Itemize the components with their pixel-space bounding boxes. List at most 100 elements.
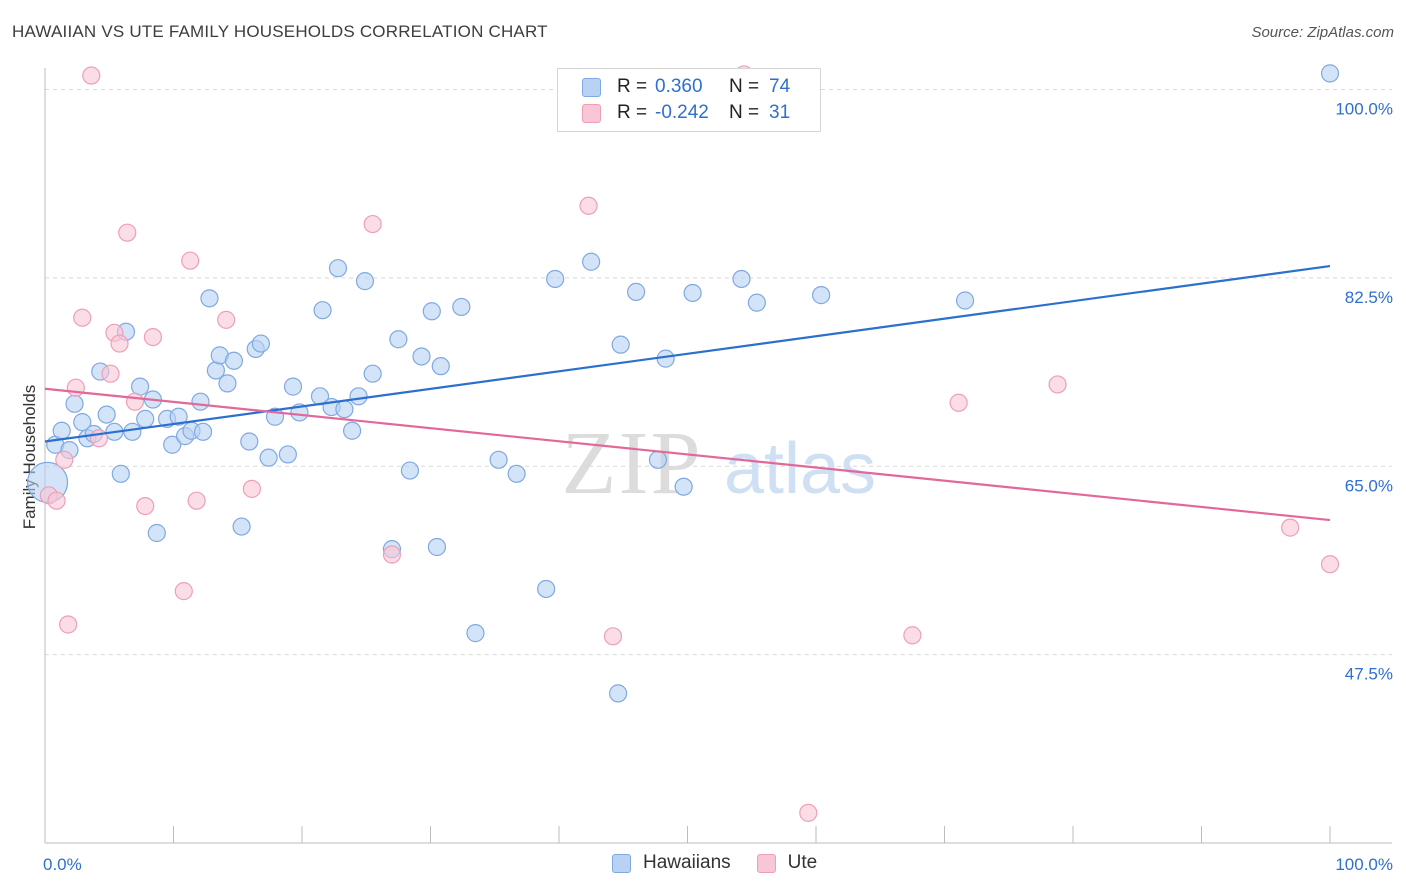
hawaiians-point <box>73 413 92 432</box>
hawaiians-point <box>328 259 348 278</box>
hawaiians-point <box>507 464 526 483</box>
hawaiians-point <box>674 477 693 496</box>
ute-point <box>136 496 155 516</box>
hawaiians-point <box>412 347 431 366</box>
hawaiians-point <box>136 409 155 429</box>
hawaiians-point <box>251 334 270 353</box>
ute-point <box>382 545 402 564</box>
hawaiians-point <box>169 407 188 426</box>
n-label: N = <box>729 102 760 123</box>
correlation-legend: R = 0.360 N = 74 R = -0.242 N = 31 <box>557 68 821 132</box>
hawaiians-point <box>537 579 556 599</box>
chart-title: HAWAIIAN VS UTE FAMILY HOUSEHOLDS CORREL… <box>12 22 548 41</box>
hawaiians-point <box>609 684 628 703</box>
ute-point <box>949 393 968 412</box>
hawaiians-point <box>97 405 116 424</box>
hawaiians-legend-swatch <box>612 853 631 873</box>
hawaiians-point <box>52 421 71 440</box>
hawaiians-point <box>191 392 210 411</box>
hawaiians-point <box>123 422 142 441</box>
hawaiians-point <box>389 330 408 349</box>
hawaiians-point <box>349 387 368 406</box>
hawaiians-point <box>111 464 130 483</box>
watermark-atlas: atlas <box>724 429 876 509</box>
ute-point <box>47 491 66 510</box>
ute-point <box>579 196 598 215</box>
hawaiians-point <box>431 357 450 376</box>
hawaiians-swatch <box>582 77 601 97</box>
ute-point <box>799 803 818 822</box>
legend-item-ute[interactable]: Ute <box>756 852 818 874</box>
ute-point <box>125 392 145 411</box>
x-tick-label-min: 0.0% <box>43 855 82 874</box>
ute-point <box>1320 555 1340 574</box>
n-value-hawaiians: 74 <box>769 76 791 97</box>
hawaiians-point <box>218 374 237 393</box>
hawaiians-point <box>955 291 975 310</box>
hawaiians-point <box>335 400 354 419</box>
watermark-zip: ZIP <box>562 414 703 513</box>
y-tick-label: 65.0% <box>1345 476 1393 495</box>
ute-point <box>73 308 92 327</box>
hawaiians-point <box>1320 64 1340 83</box>
hawaiians-point <box>278 445 297 464</box>
r-value-ute: -0.242 <box>655 102 709 123</box>
r-label: R = <box>617 102 648 123</box>
ute-point <box>242 479 261 498</box>
hawaiians-point <box>240 432 259 451</box>
hawaiians-point <box>683 283 702 303</box>
hawaiians-point <box>163 435 182 454</box>
r-value-hawaiians: 0.360 <box>655 76 703 97</box>
ute-point <box>55 450 74 469</box>
ute-point <box>181 251 200 270</box>
hawaiians-point <box>130 377 150 396</box>
legend-item-hawaiians[interactable]: Hawaiians <box>612 852 731 874</box>
hawaiians-point <box>232 517 251 536</box>
hawaiians-point <box>489 450 508 469</box>
hawaiians-point <box>355 272 375 291</box>
hawaiians-point <box>732 269 751 289</box>
legend-label-ute: Ute <box>787 852 818 873</box>
hawaiians-point <box>193 422 213 441</box>
hawaiians-point <box>452 297 471 317</box>
hawaiians-point <box>363 364 382 383</box>
y-tick-label: 82.5% <box>1345 288 1393 307</box>
hawaiians-point <box>283 377 303 396</box>
ute-point <box>118 223 137 242</box>
ute-point <box>217 310 236 329</box>
hawaiians-point <box>626 282 646 301</box>
hawaiians-trend-line <box>44 264 1331 443</box>
n-value-ute: 31 <box>769 102 791 123</box>
ute-swatch <box>582 103 601 123</box>
series-legend: Hawaiians Ute <box>612 852 843 874</box>
hawaiians-point <box>812 286 831 305</box>
ute-point <box>174 582 193 601</box>
hawaiians-point <box>422 302 441 321</box>
hawaiians-point <box>224 351 243 370</box>
ute-point <box>59 615 78 634</box>
hawaiians-point <box>147 523 166 543</box>
ute-legend-swatch <box>756 853 776 873</box>
ute-point <box>903 626 922 645</box>
ute-point <box>101 364 120 383</box>
hawaiians-point <box>546 269 565 289</box>
hawaiians-point <box>343 421 362 440</box>
hawaiians-point <box>427 537 447 557</box>
ute-point <box>363 214 382 234</box>
y-tick-label: 100.0% <box>1335 100 1393 119</box>
legend-row-hawaiians: R = 0.360 N = 74 <box>582 75 790 99</box>
legend-label-hawaiians: Hawaiians <box>643 852 731 873</box>
legend-row-ute: R = -0.242 N = 31 <box>582 101 790 125</box>
hawaiians-point <box>400 461 420 480</box>
hawaiians-point <box>611 335 630 354</box>
source-credit: Source: ZipAtlas.com <box>1251 24 1394 41</box>
ute-point <box>110 334 129 353</box>
ute-point <box>1281 518 1300 537</box>
hawaiians-point <box>65 394 84 413</box>
y-tick-label: 47.5% <box>1345 665 1393 684</box>
ute-point <box>143 327 163 347</box>
hawaiians-point <box>259 448 278 467</box>
hawaiians-point <box>200 289 219 308</box>
hawaiians-point <box>648 450 668 469</box>
